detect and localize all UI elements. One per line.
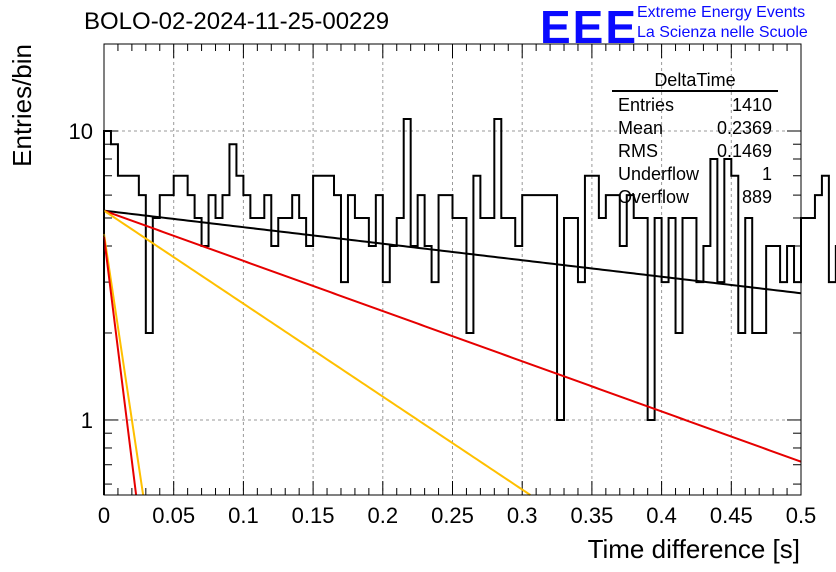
fit-curve-3 [103,233,145,496]
stats-value: 889 [741,187,772,207]
x-tick-label: 0.2 [368,503,399,528]
stats-value: 0.2369 [716,118,772,138]
x-tick-label: 0.35 [570,503,613,528]
plot-frame [103,43,802,496]
stats-row-overflow: Overflow 889 [612,186,778,209]
stats-label: Mean [618,118,664,138]
fit-curve-2 [103,209,531,496]
fit-curve-4 [103,236,138,496]
x-tick-label: 0.05 [152,503,195,528]
stats-label: RMS [618,141,658,161]
stats-value: 0.1469 [716,141,772,161]
y-tick-label: 10 [69,119,93,144]
x-tick-label: 0 [98,503,110,528]
x-tick-label: 0.5 [786,503,817,528]
stats-row-entries: Entries 1410 [612,94,778,117]
x-tick-label: 0.3 [507,503,538,528]
stats-value: 1410 [731,95,772,115]
y-tick-label: 1 [81,408,93,433]
x-tick-label: 0.45 [710,503,753,528]
fit-curve-0 [103,209,802,295]
x-tick-label: 0.4 [646,503,677,528]
stats-row-mean: Mean 0.2369 [612,117,778,140]
stats-label: Overflow [618,187,690,207]
x-tick-label: 0.15 [292,503,335,528]
chart-title: BOLO-02-2024-11-25-00229 [84,8,390,35]
stats-row-underflow: Underflow 1 [612,163,778,186]
logo-line1: Extreme Energy Events [637,4,806,21]
x-tick-label: 0.1 [228,503,259,528]
stats-box-name: DeltaTime [612,70,778,92]
logo-line2: La Scienza nelle Scuole [637,24,808,41]
y-axis-label: Entries/bin [7,44,37,167]
x-tick-label: 0.25 [431,503,474,528]
stats-box: DeltaTime Entries 1410 Mean 0.2369 RMS 0… [612,70,778,209]
stats-value: 1 [761,164,772,184]
stats-label: Entries [618,95,675,115]
stats-row-rms: RMS 0.1469 [612,140,778,163]
eee-logo: EEE [540,1,639,53]
stats-label: Underflow [618,164,700,184]
fit-curve-1 [103,209,802,463]
x-axis-label: Time difference [s] [588,534,800,564]
